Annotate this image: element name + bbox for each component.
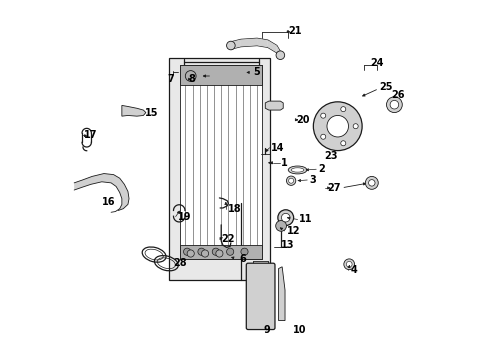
Text: 12: 12 (286, 226, 299, 236)
Polygon shape (122, 105, 145, 116)
Polygon shape (74, 174, 129, 212)
Text: 4: 4 (349, 265, 356, 275)
Text: 7: 7 (167, 74, 174, 84)
Circle shape (281, 213, 289, 222)
Ellipse shape (287, 166, 306, 174)
Circle shape (276, 51, 284, 59)
Text: 23: 23 (324, 150, 337, 161)
Bar (180, 244, 262, 259)
Text: 5: 5 (253, 67, 260, 77)
Circle shape (346, 261, 351, 267)
Polygon shape (267, 40, 276, 53)
Circle shape (241, 248, 247, 255)
Text: 8: 8 (188, 74, 195, 84)
Text: 22: 22 (221, 234, 234, 244)
Text: 1: 1 (281, 158, 287, 168)
Circle shape (212, 248, 219, 255)
Circle shape (277, 210, 293, 226)
Text: 21: 21 (288, 26, 302, 36)
Text: 13: 13 (281, 240, 294, 250)
Circle shape (286, 176, 295, 185)
Circle shape (340, 107, 345, 112)
Circle shape (215, 250, 223, 257)
Circle shape (187, 250, 194, 257)
FancyBboxPatch shape (246, 263, 274, 329)
Text: 20: 20 (296, 115, 309, 125)
Circle shape (275, 221, 286, 231)
Text: 26: 26 (391, 90, 404, 100)
Text: 9: 9 (263, 325, 270, 335)
Circle shape (343, 259, 354, 270)
Bar (180, 65, 262, 259)
Text: 16: 16 (102, 197, 115, 207)
Circle shape (201, 250, 208, 257)
Polygon shape (257, 39, 267, 47)
Text: 6: 6 (239, 254, 245, 264)
Text: 3: 3 (308, 175, 315, 185)
Circle shape (365, 176, 378, 189)
Circle shape (288, 178, 293, 183)
Circle shape (313, 102, 362, 150)
Circle shape (386, 97, 402, 113)
Text: 10: 10 (292, 325, 306, 335)
Circle shape (198, 248, 204, 255)
Circle shape (320, 134, 325, 139)
Circle shape (320, 113, 325, 118)
Text: 11: 11 (299, 215, 312, 224)
Circle shape (326, 116, 348, 137)
Text: 24: 24 (369, 58, 383, 68)
Circle shape (226, 248, 233, 255)
Text: 15: 15 (145, 108, 158, 118)
Text: 18: 18 (227, 204, 241, 215)
Text: 2: 2 (317, 164, 324, 174)
Circle shape (389, 100, 398, 109)
Polygon shape (278, 267, 285, 320)
Text: 17: 17 (84, 130, 98, 140)
Circle shape (183, 248, 190, 255)
Ellipse shape (291, 168, 303, 172)
Text: 25: 25 (378, 82, 392, 93)
Circle shape (368, 180, 374, 186)
Bar (169, 58, 269, 280)
Polygon shape (276, 45, 280, 59)
Text: 28: 28 (172, 258, 186, 268)
Circle shape (185, 71, 196, 81)
Circle shape (352, 124, 357, 129)
Polygon shape (230, 40, 241, 49)
Bar (180, 65, 262, 85)
Text: 19: 19 (177, 212, 190, 221)
Text: 14: 14 (271, 143, 285, 153)
Circle shape (340, 141, 345, 146)
Polygon shape (241, 39, 257, 46)
Circle shape (226, 41, 235, 50)
Text: 27: 27 (326, 183, 340, 193)
Polygon shape (265, 101, 283, 110)
